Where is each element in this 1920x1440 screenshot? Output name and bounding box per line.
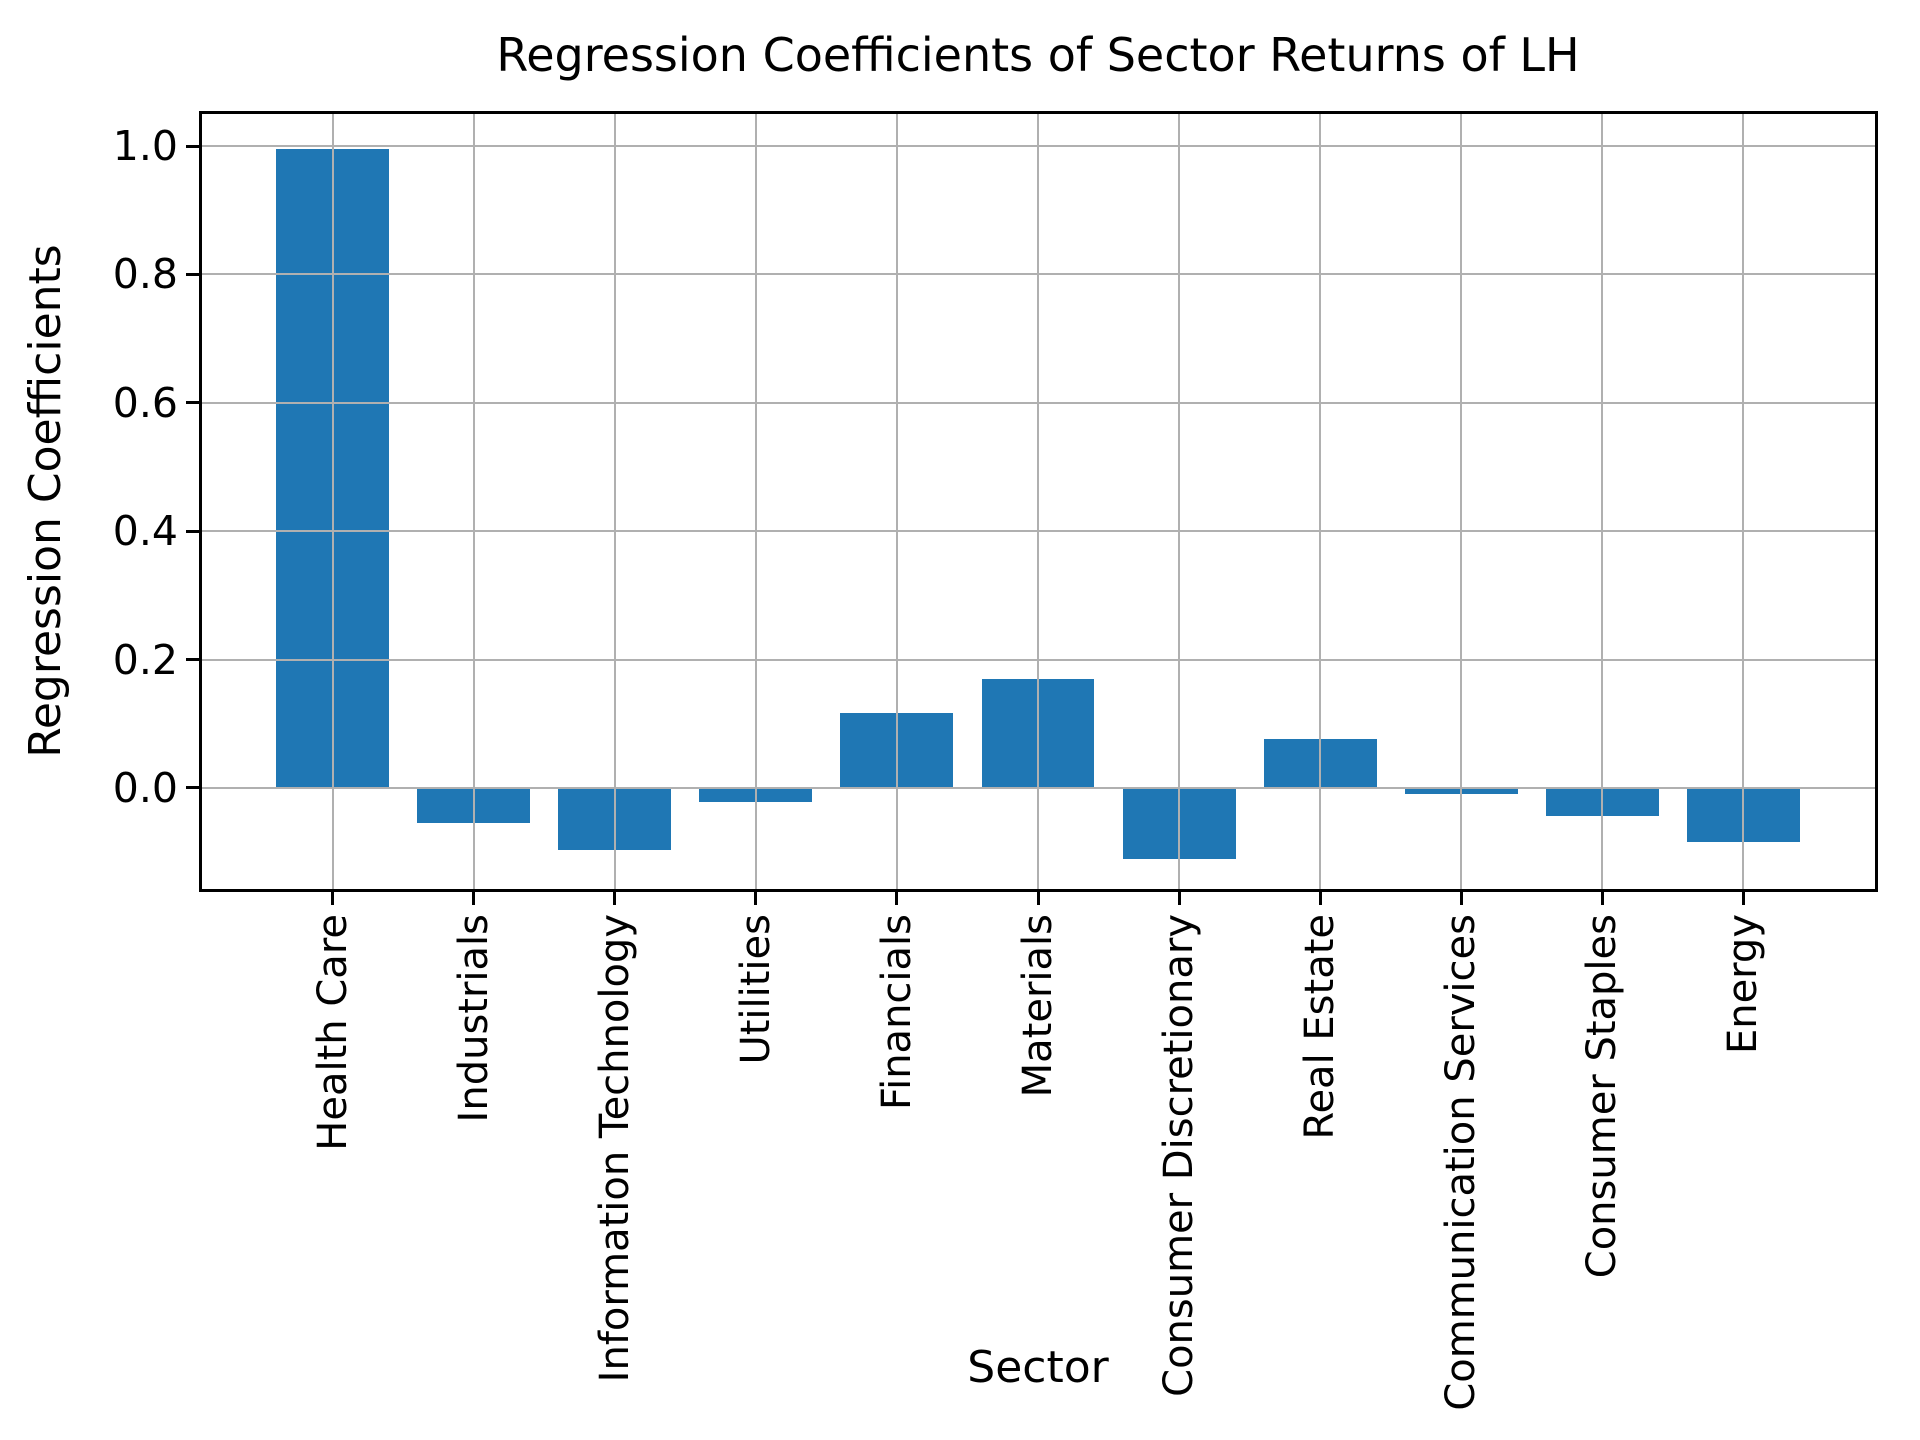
x-tick-industrials [472, 891, 476, 905]
gridline-y-0.4 [200, 530, 1876, 533]
gridline-x-financials [895, 112, 898, 890]
x-tick-consumer-staples [1600, 891, 1604, 905]
x-tick-label-energy: Energy [1720, 914, 1767, 1055]
y-tick-0.2 [185, 658, 199, 662]
y-tick-label-1.0: 1.0 [112, 122, 178, 171]
gridline-y-0.8 [200, 273, 1876, 276]
y-tick-0.8 [185, 272, 199, 276]
x-tick-label-industrials: Industrials [450, 914, 497, 1123]
x-tick-consumer-discretionary [1177, 891, 1181, 905]
gridline-y-1 [200, 145, 1876, 148]
gridline-y-0.2 [200, 658, 1876, 661]
gridline-x-consumer-staples [1601, 112, 1604, 890]
x-tick-materials [1036, 891, 1040, 905]
x-tick-health-care [331, 891, 335, 905]
spine-bottom [198, 888, 1878, 892]
x-tick-real-estate [1318, 891, 1322, 905]
gridline-x-communication-services [1460, 112, 1463, 890]
y-tick-label-0.4: 0.4 [112, 507, 178, 556]
spine-right [1874, 110, 1878, 892]
x-tick-label-communication-services: Communication Services [1438, 914, 1485, 1411]
spine-left [198, 110, 202, 892]
y-tick-label-0.0: 0.0 [112, 763, 178, 812]
y-axis-label: Regression Coefficients [20, 244, 71, 758]
x-tick-label-real-estate: Real Estate [1297, 914, 1344, 1140]
gridline-x-materials [1037, 112, 1039, 890]
y-tick-0.0 [185, 786, 199, 790]
y-tick-label-0.6: 0.6 [112, 378, 178, 427]
gridline-x-information-technology [613, 112, 616, 890]
x-tick-label-financials: Financials [873, 914, 920, 1110]
chart-title: Regression Coefficients of Sector Return… [496, 28, 1580, 82]
x-tick-communication-services [1459, 891, 1463, 905]
x-tick-label-health-care: Health Care [309, 914, 356, 1151]
x-tick-label-materials: Materials [1015, 914, 1061, 1098]
y-tick-0.4 [185, 529, 199, 533]
x-tick-energy [1741, 891, 1745, 905]
x-tick-label-information-technology: Information Technology [591, 914, 638, 1383]
x-tick-label-consumer-discretionary: Consumer Discretionary [1156, 914, 1203, 1397]
gridline-y-0 [200, 786, 1876, 789]
gridline-x-health-care [331, 112, 334, 890]
gridline-x-real-estate [1319, 112, 1322, 890]
x-tick-label-consumer-staples: Consumer Staples [1579, 914, 1626, 1279]
y-tick-1.0 [185, 144, 199, 148]
y-tick-label-0.8: 0.8 [112, 250, 178, 299]
gridline-x-consumer-discretionary [1178, 112, 1181, 890]
gridline-y-0.6 [200, 401, 1876, 404]
gridline-x-utilities [754, 112, 757, 890]
x-tick-information-technology [613, 891, 617, 905]
gridline-x-energy [1742, 112, 1745, 890]
x-tick-utilities [754, 891, 758, 905]
y-tick-0.6 [185, 401, 199, 405]
spine-top [198, 110, 1878, 114]
x-axis-label: Sector [967, 1342, 1109, 1393]
x-tick-label-utilities: Utilities [732, 914, 779, 1065]
gridline-x-industrials [472, 112, 475, 890]
x-tick-financials [895, 891, 899, 905]
y-tick-label-0.2: 0.2 [112, 635, 178, 684]
